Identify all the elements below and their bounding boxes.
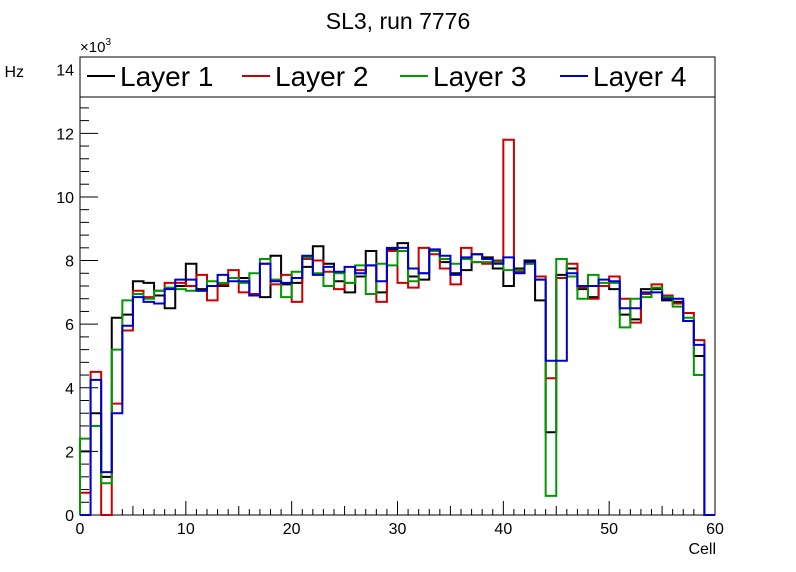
legend-label-layer-2: Layer 2 xyxy=(275,61,368,92)
y-tick-label: 10 xyxy=(56,190,74,207)
x-tick-label: 20 xyxy=(283,521,301,538)
x-tick-label: 40 xyxy=(494,521,512,538)
legend-label-layer-3: Layer 3 xyxy=(433,61,526,92)
x-tick-label: 0 xyxy=(76,521,85,538)
x-tick-label: 50 xyxy=(600,521,618,538)
series-line-layer-2 xyxy=(79,138,715,516)
y-exponent-power: 3 xyxy=(105,37,111,48)
chart-title: SL3, run 7776 xyxy=(326,8,471,34)
series-line-layer-4 xyxy=(80,246,715,516)
y-tick-label: 0 xyxy=(65,508,74,525)
y-tick-label: 14 xyxy=(56,63,74,80)
y-tick-label: 4 xyxy=(65,381,74,398)
y-tick-label: 8 xyxy=(65,254,74,271)
legend-box xyxy=(79,56,716,98)
y-tick-label: 12 xyxy=(56,126,74,143)
x-tick-label: 30 xyxy=(389,521,407,538)
x-axis-label: Cell xyxy=(688,541,716,558)
y-axis-exponent: ×103 xyxy=(80,37,111,56)
y-axis-label: Hz xyxy=(4,64,24,81)
x-tick-label: 60 xyxy=(706,521,724,538)
legend-label-layer-1: Layer 1 xyxy=(120,61,213,92)
y-tick-label: 6 xyxy=(65,317,74,334)
x-tick-label: 10 xyxy=(177,521,195,538)
y-tick-label: 2 xyxy=(65,444,74,461)
legend: Layer 1 Layer 2 Layer 3 Layer 4 xyxy=(79,56,716,98)
legend-label-layer-4: Layer 4 xyxy=(593,61,686,92)
y-exponent-base: ×10 xyxy=(80,39,105,56)
